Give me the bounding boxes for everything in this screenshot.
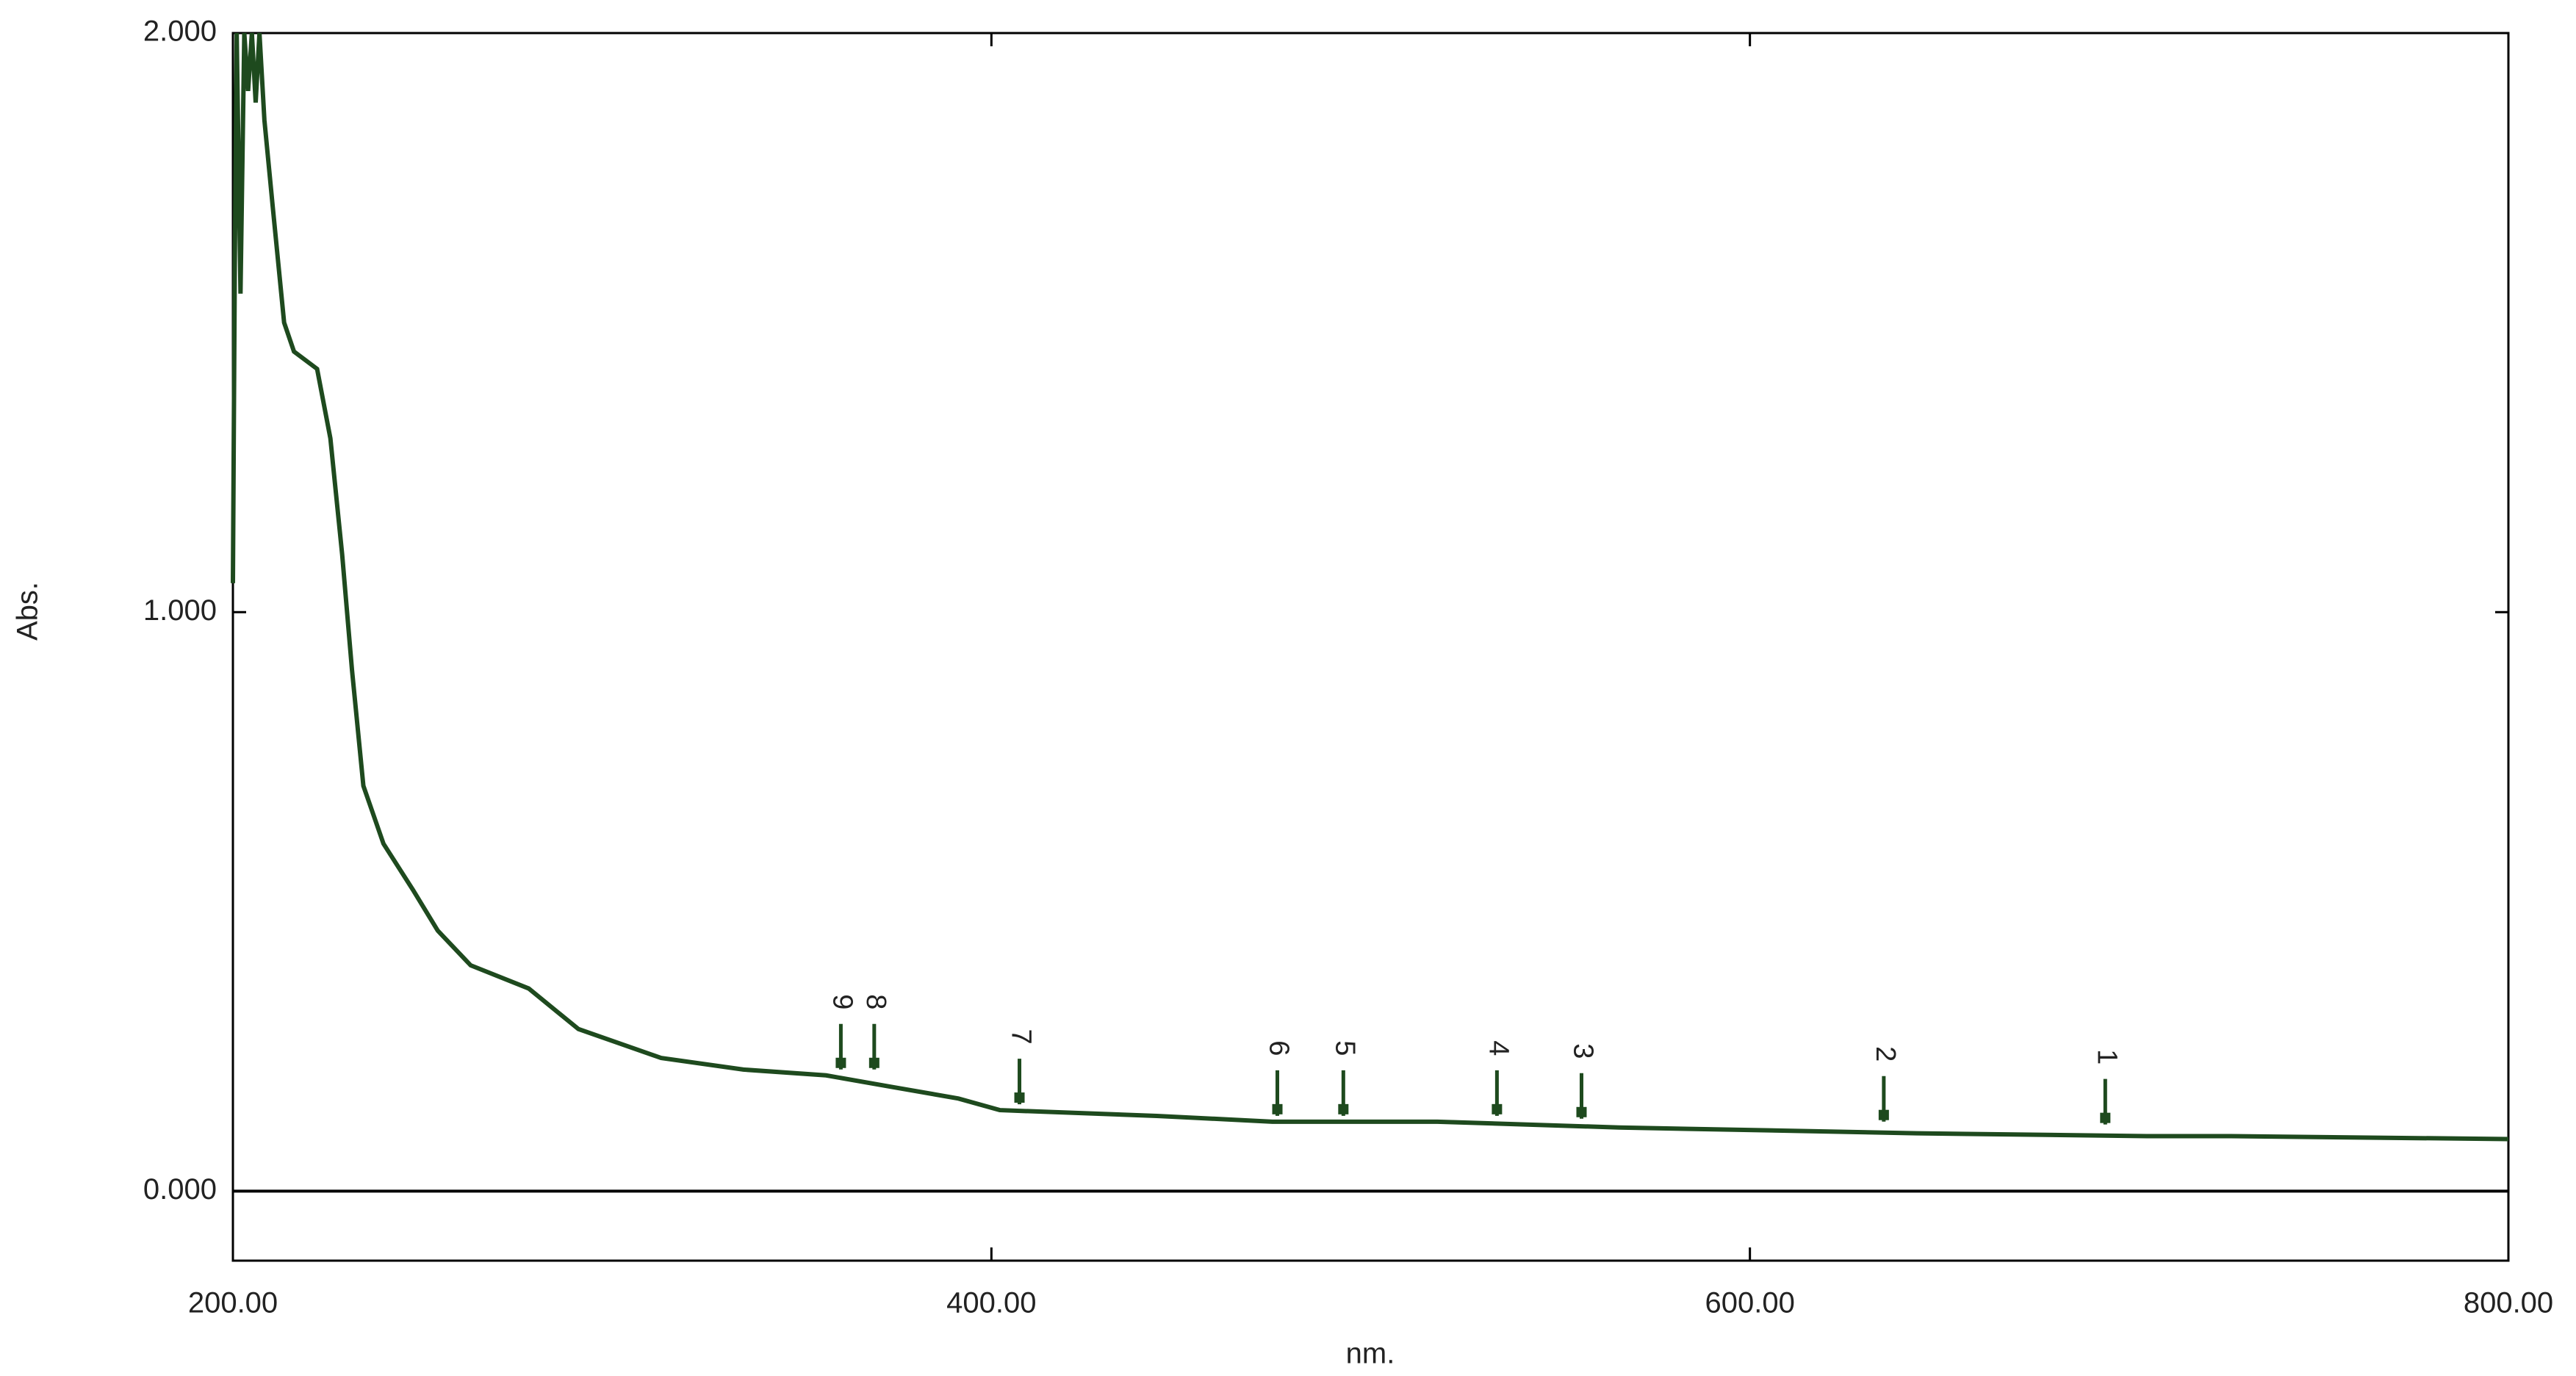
peak-marker — [868, 1057, 879, 1068]
x-tick-label: 600.00 — [1705, 1287, 1794, 1319]
peak-label: 9 — [827, 994, 857, 1009]
peak-marker — [1576, 1106, 1587, 1117]
y-axis-label: Abs. — [12, 582, 44, 641]
peak-marker — [1272, 1103, 1283, 1114]
peak-marker — [1878, 1109, 1889, 1120]
x-tick-label: 400.00 — [946, 1287, 1036, 1319]
y-tick-label: 1.000 — [143, 594, 217, 627]
peak-label: 1 — [2091, 1049, 2122, 1065]
x-axis-label: nm. — [1346, 1338, 1395, 1370]
peak-label: 4 — [1483, 1040, 1514, 1056]
peak-label: 6 — [1263, 1040, 1294, 1056]
y-tick-label: 0.000 — [143, 1173, 217, 1206]
plot-frame — [231, 32, 2510, 1262]
spectrum-line — [231, 32, 2509, 1142]
peak-marker — [1014, 1092, 1025, 1103]
peak-label: 8 — [860, 994, 891, 1009]
x-tick-label: 200.00 — [188, 1287, 278, 1319]
peak-marker — [835, 1057, 846, 1068]
peak-label: 3 — [1567, 1043, 1598, 1059]
peak-marker — [2100, 1112, 2111, 1123]
peak-label: 2 — [1870, 1046, 1901, 1062]
peak-label: 5 — [1329, 1040, 1360, 1056]
x-tick-label: 800.00 — [2464, 1287, 2553, 1319]
peak-label: 7 — [1005, 1029, 1036, 1044]
peak-marker — [1338, 1103, 1349, 1114]
peak-marker — [1492, 1103, 1503, 1114]
y-tick-label: 2.000 — [143, 15, 217, 48]
